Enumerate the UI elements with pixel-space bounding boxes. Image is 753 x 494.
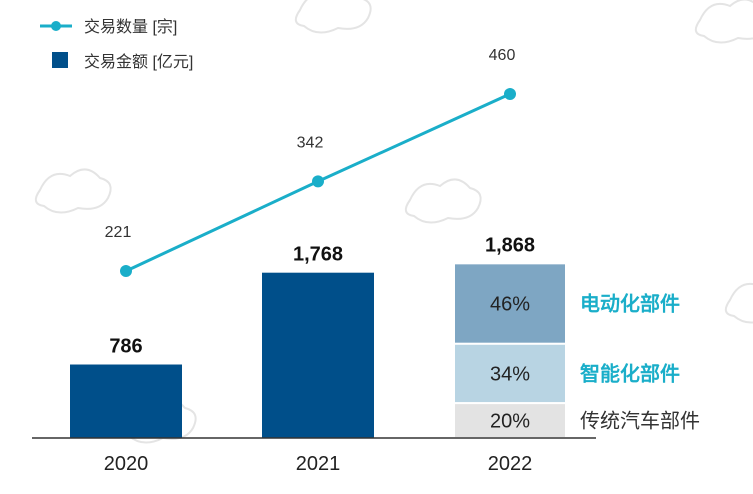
x-axis-ticks: 2020 2021 2022 <box>104 453 533 475</box>
segment-traditional <box>453 402 567 439</box>
legend-bar-icon <box>52 52 68 68</box>
watermark-cloud-icon <box>34 168 112 214</box>
segments-layer <box>453 262 567 439</box>
legend: 交易数量 [宗] 交易金额 [亿元] <box>40 18 193 71</box>
watermark-cloud-icon <box>694 0 753 44</box>
line-point <box>120 265 132 277</box>
segment-electric <box>453 262 567 345</box>
line-layer <box>120 88 516 277</box>
bar-2020 <box>70 364 182 438</box>
segment-label-2: 20% <box>490 411 530 433</box>
line-value-label: 460 <box>489 47 516 64</box>
watermark-cloud-icon <box>294 0 372 34</box>
legend-line-label: 交易数量 [宗] <box>84 18 177 36</box>
watermark-cloud-icon <box>404 178 482 224</box>
line-value-label: 342 <box>297 134 324 151</box>
x-tick-label: 2020 <box>104 453 149 475</box>
line-value-label: 221 <box>105 224 132 241</box>
segment-intelligent <box>453 342 567 405</box>
segment-category-1: 智能化部件 <box>580 361 680 385</box>
line-point <box>312 175 324 188</box>
bar-value-label: 786 <box>109 336 142 358</box>
segment-category-2: 传统汽车部件 <box>580 410 700 433</box>
x-tick-label: 2021 <box>296 453 341 475</box>
x-tick-label: 2022 <box>488 453 533 475</box>
watermark-cloud-icon <box>724 282 753 324</box>
bar-2021 <box>262 272 374 438</box>
bars-layer <box>70 272 374 438</box>
labels-layer: 786 1,768 46% 电动化部件 34% 智能化部件 20% 传统汽车部件 1,868 22… <box>105 47 700 433</box>
bar-value-label: 1,768 <box>293 244 343 266</box>
legend-bar-label: 交易金额 [亿元] <box>84 53 193 71</box>
bar-value-label: 1,868 <box>485 234 535 256</box>
segment-label-1: 34% <box>490 363 530 385</box>
line-point <box>504 88 516 100</box>
segment-label-0: 46% <box>490 294 530 316</box>
segment-category-0: 电动化部件 <box>580 292 680 316</box>
legend-line-marker-icon <box>51 21 61 31</box>
